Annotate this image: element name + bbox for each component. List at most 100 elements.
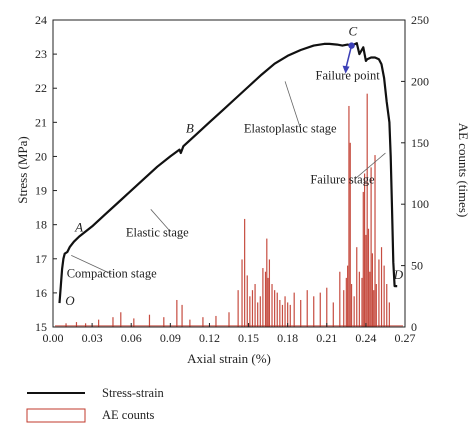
legend-label-ae-counts: AE counts xyxy=(102,408,155,422)
ae-count-bar xyxy=(133,318,135,327)
ae-count-bar xyxy=(371,253,374,327)
ae-count-bar xyxy=(75,322,78,327)
ae-count-bar xyxy=(266,238,268,327)
ae-count-bar xyxy=(365,234,367,327)
stress-strain-line xyxy=(58,42,398,304)
x-tick-label: 0.03 xyxy=(82,331,103,345)
ae-count-bar xyxy=(267,277,269,327)
x-tick-label: 0.15 xyxy=(238,331,259,345)
ae-baseline-noise xyxy=(55,325,403,327)
ae-count-bar xyxy=(163,317,165,327)
y-left-tick-label: 19 xyxy=(35,184,47,198)
ae-count-bar xyxy=(363,173,366,327)
stage-leader-line xyxy=(355,152,386,179)
ae-count-bar xyxy=(279,299,281,327)
ae-count-bar xyxy=(148,314,151,327)
plot-frame xyxy=(52,19,406,328)
y-left-tick-label: 18 xyxy=(35,218,47,232)
ae-count-bar xyxy=(343,290,345,327)
stage-label: Elastic stage xyxy=(126,226,189,240)
y-left-tick-label: 21 xyxy=(35,115,47,129)
x-tick-label: 0.21 xyxy=(316,331,337,345)
ae-count-bar xyxy=(176,299,178,327)
y-right-tick-label: 0 xyxy=(411,320,417,334)
ae-count-bar xyxy=(370,167,372,327)
ae-count-bar xyxy=(281,304,284,327)
ae-count-bar xyxy=(378,259,380,327)
ae-count-bar xyxy=(287,302,289,327)
ae-count-bar xyxy=(271,284,273,327)
ae-count-bar xyxy=(358,271,360,327)
ae-count-bar xyxy=(241,259,243,327)
ae-count-bar xyxy=(366,93,368,328)
y-right-tick-label: 50 xyxy=(411,259,423,273)
ae-count-bar xyxy=(300,299,302,327)
ae-count-bar xyxy=(339,271,341,327)
y-left-tick-label: 16 xyxy=(35,286,47,300)
failure-point-arrowhead xyxy=(342,65,350,74)
ae-count-bar xyxy=(306,290,308,327)
stage-label: Elastoplastic stage xyxy=(244,122,337,136)
ae-count-bar xyxy=(362,191,364,327)
ae-count-bar xyxy=(350,284,353,327)
ae-count-bar xyxy=(254,284,256,327)
stage-label: Failure point xyxy=(316,69,381,83)
ae-count-bar xyxy=(259,296,261,327)
x-tick-label: 0.27 xyxy=(395,331,416,345)
y-axis-right-label: AE counts (times) xyxy=(456,123,471,218)
stress-line-layer xyxy=(58,42,398,304)
point-label: A xyxy=(74,219,83,234)
legend-bar-swatch xyxy=(26,408,86,423)
ae-count-bar xyxy=(388,302,390,327)
ae-count-bar xyxy=(249,296,251,327)
ae-count-bar xyxy=(349,142,351,327)
ae-count-bar xyxy=(215,315,217,327)
ae-count-bar xyxy=(375,284,377,327)
ae-count-bar xyxy=(112,317,114,327)
x-tick-label: 0.09 xyxy=(160,331,181,345)
ae-count-bar xyxy=(345,277,347,327)
ae-count-bar xyxy=(326,287,328,327)
ae-count-bar xyxy=(356,247,358,327)
ae-count-bar xyxy=(367,228,370,327)
y-left-tick-label: 23 xyxy=(35,47,47,61)
ae-count-bar xyxy=(373,290,375,327)
failure-point-arrow xyxy=(344,45,353,70)
point-label: B xyxy=(186,121,194,136)
ae-count-bar xyxy=(189,319,191,327)
stage-label: Compaction stage xyxy=(67,267,157,281)
ae-count-bar xyxy=(289,304,291,327)
ae-bars-layer xyxy=(55,93,403,328)
ae-count-bar xyxy=(383,265,385,327)
ae-count-bar xyxy=(262,268,264,327)
y-right-tick-label: 100 xyxy=(411,197,429,211)
y-left-tick-label: 15 xyxy=(35,320,47,334)
ae-count-bar xyxy=(237,290,239,327)
ae-count-bar xyxy=(228,312,230,327)
ae-count-bar xyxy=(257,302,259,327)
ae-count-bar xyxy=(244,218,246,327)
y-left-tick-label: 24 xyxy=(35,13,47,27)
ae-count-bar xyxy=(313,296,315,327)
point-label: C xyxy=(349,23,358,38)
stage-label: Failure stage xyxy=(310,173,375,187)
y-left-tick-label: 17 xyxy=(35,252,47,266)
ae-count-bar xyxy=(251,290,254,327)
ae-count-bar xyxy=(181,304,183,327)
x-tick-label: 0.18 xyxy=(277,331,298,345)
x-tick-label: 0.24 xyxy=(355,331,376,345)
axes-layer: 0.00 0.03 0.06 0.09 0.12 0.15 0.18 0.21 0.24 0.27… xyxy=(35,13,429,345)
ae-count-bar xyxy=(202,317,204,327)
legend: Stress-strain AE counts xyxy=(26,386,165,423)
point-label: O xyxy=(65,293,75,308)
ae-count-bar xyxy=(293,292,295,327)
stage-leader-line xyxy=(150,209,171,232)
ae-count-bar xyxy=(332,302,334,327)
ae-count-bar xyxy=(284,296,286,327)
x-tick-label: 0.00 xyxy=(43,331,64,345)
ae-count-bar xyxy=(386,284,388,327)
legend-label-stress-strain: Stress-strain xyxy=(102,386,165,400)
x-axis-label: Axial strain (%) xyxy=(187,351,271,366)
annotations-layer: O A B C D Compaction stage Elastic stage Elasto… xyxy=(65,23,404,307)
y-right-tick-label: 200 xyxy=(411,74,429,88)
